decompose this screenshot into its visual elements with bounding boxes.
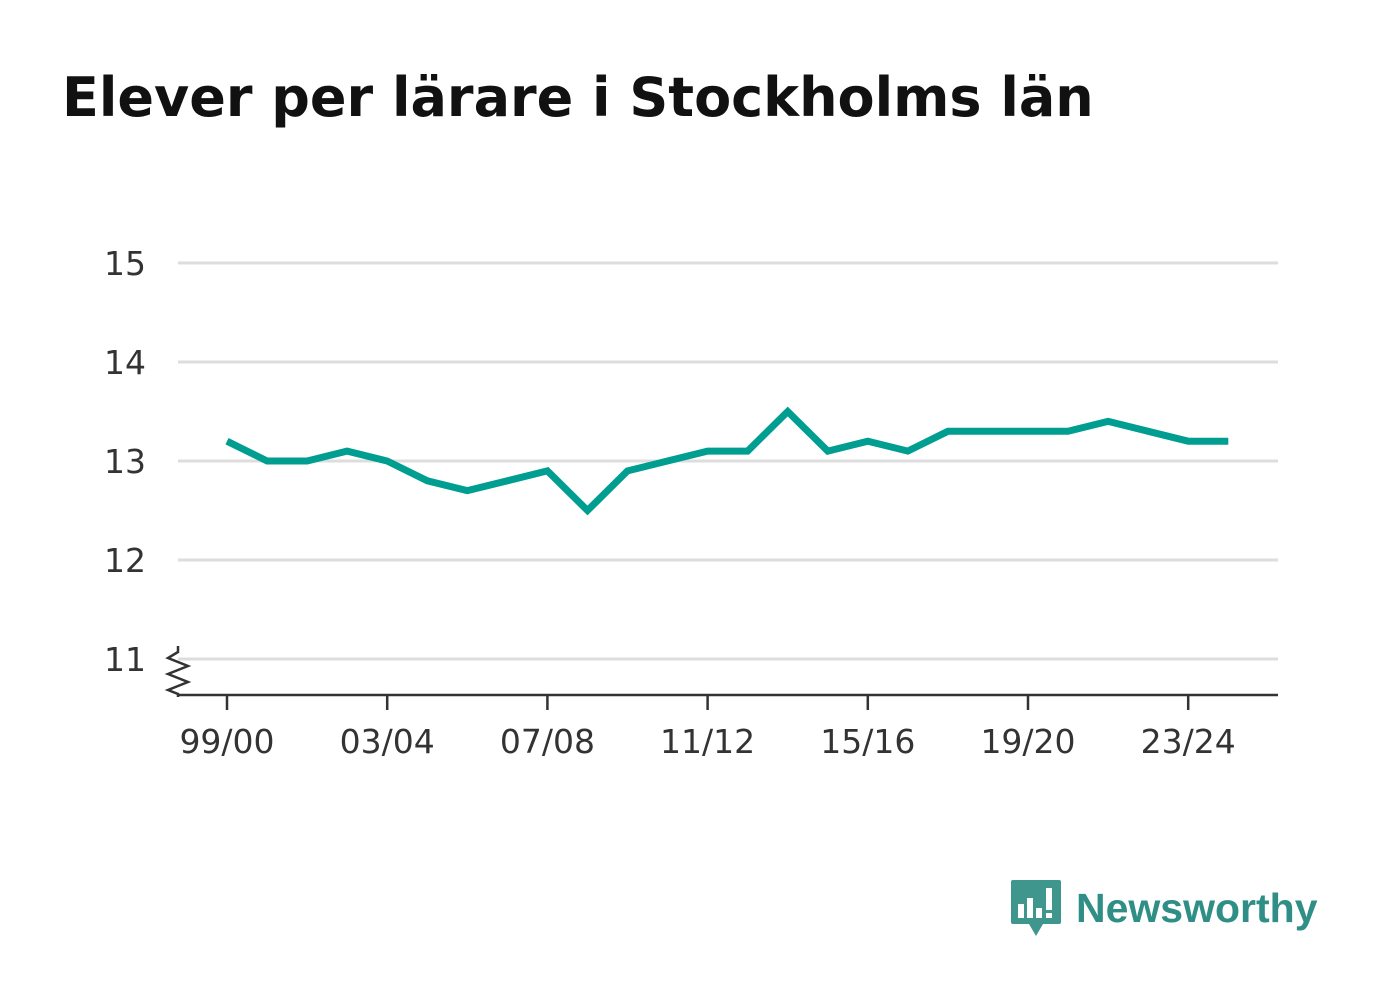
brand: Newsworthy	[1010, 878, 1318, 938]
x-tick-label-11-12: 11/12	[660, 722, 755, 761]
x-axis	[164, 646, 1278, 710]
x-tick-label-07-08: 07/08	[500, 722, 595, 761]
x-axis-labels: 99/00 03/04 07/08 11/12 15/16 19/20 23/24	[179, 722, 1235, 761]
y-tick-label-14: 14	[104, 343, 146, 382]
y-tick-label-12: 12	[104, 541, 146, 580]
y-axis-labels: 11 12 13 14 15	[104, 244, 146, 679]
series-group	[225, 406, 1229, 516]
y-axis-break	[164, 646, 192, 697]
y-tick-label-15: 15	[104, 244, 146, 283]
grid-lines	[178, 261, 1278, 661]
y-tick-label-13: 13	[104, 442, 146, 481]
brand-name: Newsworthy	[1076, 884, 1318, 931]
x-tick-label-19-20: 19/20	[980, 722, 1075, 761]
x-tick-label-15-16: 15/16	[820, 722, 915, 761]
x-tick-label-99-00: 99/00	[179, 722, 274, 761]
x-tick-label-23-24: 23/24	[1141, 722, 1236, 761]
series-line-0	[225, 406, 1229, 516]
x-tick-label-03-04: 03/04	[340, 722, 435, 761]
y-tick-label-11: 11	[104, 640, 146, 679]
bar-chart-speech-bubble-icon	[1011, 880, 1061, 936]
chart-title: Elever per lärare i Stockholms län	[62, 66, 1094, 129]
